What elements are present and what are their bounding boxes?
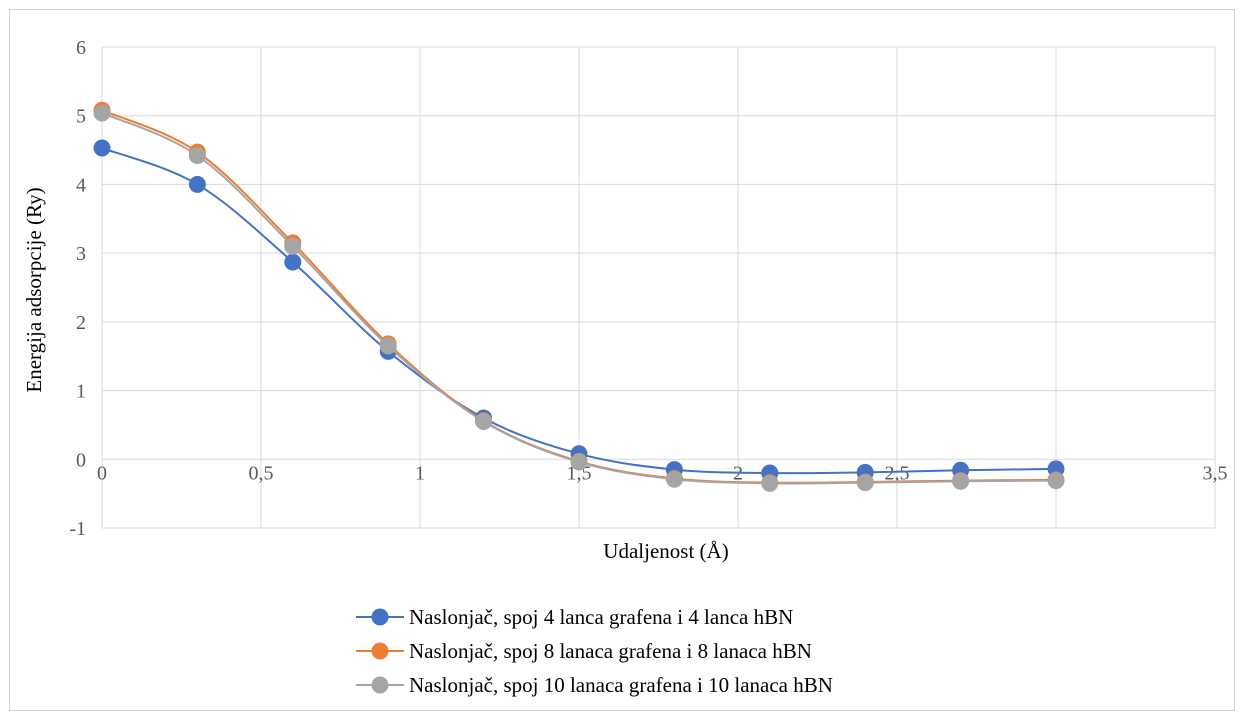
series-3 [93, 104, 1065, 492]
data-point [952, 472, 970, 490]
legend: Naslonjač, spoj 4 lanca grafena i 4 lanc… [356, 605, 833, 697]
legend-marker [371, 676, 389, 694]
x-tick-label: 3,5 [1203, 462, 1228, 484]
series-line [101, 112, 1057, 485]
y-tick-label: 0 [76, 449, 86, 471]
legend-entry: Naslonjač, spoj 10 lanaca grafena i 10 l… [356, 673, 833, 697]
data-point [665, 470, 683, 488]
gridlines [101, 46, 1216, 529]
y-tick-label: 5 [76, 106, 86, 128]
legend-entry: Naslonjač, spoj 4 lanca grafena i 4 lanc… [356, 605, 793, 629]
legend-entry: Naslonjač, spoj 8 lanaca grafena i 8 lan… [356, 639, 812, 663]
x-tick-label: 0 [97, 462, 107, 484]
y-axis-title: Energija adsorpcije (Ry) [22, 187, 46, 392]
data-point [856, 474, 874, 492]
data-point [570, 453, 588, 471]
legend-marker [371, 608, 389, 626]
x-axis-title: Udaljenost (Å) [603, 539, 728, 563]
legend-marker [371, 642, 389, 660]
y-tick-label: 6 [76, 37, 86, 59]
legend-label: Naslonjač, spoj 8 lanaca grafena i 8 lan… [409, 639, 812, 663]
data-point [284, 237, 302, 255]
legend-label: Naslonjač, spoj 10 lanaca grafena i 10 l… [409, 673, 833, 697]
x-tick-label: 1 [415, 462, 425, 484]
y-tick-labels: -1 0 1 2 3 4 5 6 [69, 37, 86, 540]
data-point [284, 253, 302, 271]
data-point [761, 474, 779, 492]
y-tick-label: -1 [69, 518, 86, 540]
x-tick-label: 0,5 [249, 462, 274, 484]
y-tick-label: 2 [76, 312, 86, 334]
y-tick-label: 3 [76, 243, 86, 265]
y-tick-label: 1 [76, 381, 86, 403]
legend-label: Naslonjač, spoj 4 lanca grafena i 4 lanc… [409, 605, 793, 629]
y-tick-label: 4 [76, 174, 86, 196]
series-line [101, 147, 1057, 475]
data-point [188, 175, 206, 193]
data-point [379, 337, 397, 355]
series-layer [93, 101, 1065, 492]
data-point [93, 104, 111, 122]
data-point [188, 147, 206, 165]
x-tick-label: 2,5 [885, 462, 910, 484]
data-point [93, 139, 111, 157]
data-point [475, 412, 493, 430]
data-point [1047, 472, 1065, 490]
